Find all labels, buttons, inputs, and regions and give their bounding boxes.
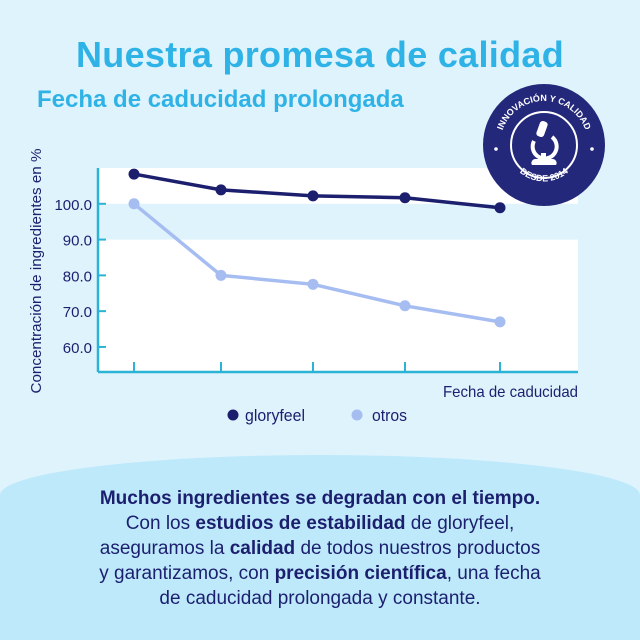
body-text-segment: y garantizamos, con xyxy=(99,563,275,584)
x-axis-label: Fecha de caducidad xyxy=(443,384,578,401)
y-tick-label: 90.0 xyxy=(63,233,92,250)
body-text-segment: Con los xyxy=(125,513,196,534)
emphasis-text: calidad xyxy=(229,538,296,559)
data-point-gloryfeel xyxy=(399,192,411,204)
body-paragraph: Muchos ingredientes se degradan con el t… xyxy=(30,486,610,611)
emphasis-text: Muchos ingredientes se degradan con el t… xyxy=(99,488,541,509)
data-point-otros xyxy=(215,269,227,281)
legend-marker-otros xyxy=(351,409,363,421)
quality-badge: INNOVACIÓN Y CALIDAD DESDE 2014 xyxy=(483,84,605,206)
y-tick-label: 60.0 xyxy=(63,340,92,357)
data-point-gloryfeel xyxy=(494,202,506,214)
plot-area xyxy=(98,168,578,372)
y-tick-label: 100.0 xyxy=(54,197,92,214)
body-text-segment: , una fecha xyxy=(446,563,541,584)
data-point-gloryfeel xyxy=(215,184,227,196)
data-point-gloryfeel xyxy=(307,190,319,202)
body-text-segment: aseguramos la xyxy=(99,538,230,559)
legend-marker-gloryfeel xyxy=(227,409,239,421)
y-axis-label: Concentración de ingredientes en % xyxy=(28,149,45,394)
legend-label-otros: otros xyxy=(372,406,407,425)
body-text-segment: de caducidad prolongada y constante. xyxy=(159,588,481,609)
bottom-panel xyxy=(0,455,640,640)
data-point-otros xyxy=(494,316,506,328)
body-text-segment: de todos nuestros productos xyxy=(295,538,541,559)
emphasis-text: estudios de estabilidad xyxy=(195,513,406,534)
emphasis-text: precisión científica xyxy=(274,563,447,584)
body-text-segment: de gloryfeel, xyxy=(405,513,515,534)
legend-label-gloryfeel: gloryfeel xyxy=(245,406,305,425)
data-point-gloryfeel xyxy=(128,168,140,180)
y-tick-label: 80.0 xyxy=(63,268,92,285)
microscope-icon xyxy=(530,120,559,165)
page-title: Nuestra promesa de calidad xyxy=(76,34,564,75)
data-point-otros xyxy=(128,198,140,210)
page-subtitle: Fecha de caducidad prolongada xyxy=(37,86,404,113)
data-point-otros xyxy=(399,300,411,312)
y-tick-label: 70.0 xyxy=(63,304,92,321)
data-point-otros xyxy=(307,278,319,290)
